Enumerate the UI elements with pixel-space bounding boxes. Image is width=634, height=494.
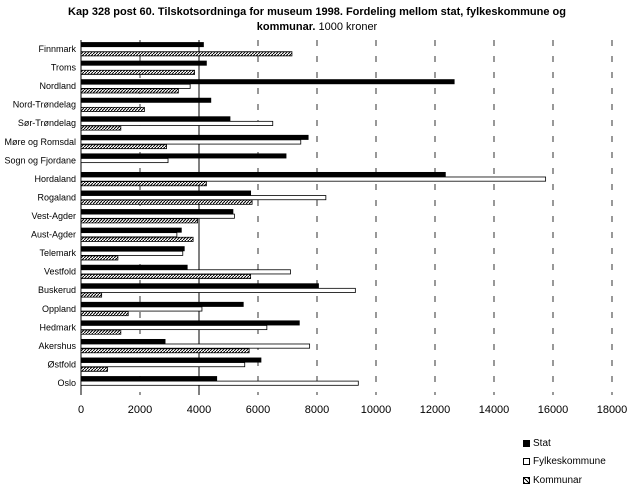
bar-kommunar — [80, 106, 145, 112]
legend-item-stat: Stat — [523, 438, 551, 449]
bar-stat — [80, 283, 319, 289]
bar-fylkeskommune — [80, 325, 268, 331]
x-tick-label: 2000 — [128, 404, 152, 416]
legend-item-kommunar: Kommunar — [523, 475, 582, 486]
legend-label-kommunar: Kommunar — [533, 475, 582, 486]
bar-stat — [80, 116, 231, 122]
bar-kommunar — [80, 199, 253, 205]
title-unit: 1000 kroner — [318, 21, 378, 33]
category-label: Nordland — [39, 81, 76, 91]
title-bold-part: kommunar. — [256, 21, 316, 33]
x-tick-label: 14000 — [479, 404, 510, 416]
bar-kommunar — [80, 181, 207, 187]
bar-fylkeskommune — [80, 139, 302, 145]
chart-title: Kap 328 post 60. Tilskotsordninga for mu… — [0, 5, 634, 35]
bar-fylkeskommune — [80, 362, 246, 368]
bar-fylkeskommune — [80, 269, 291, 275]
bar-stat — [80, 227, 182, 233]
bar-stat — [80, 301, 244, 307]
category-label: Østfold — [47, 359, 76, 369]
bar-fylkeskommune — [80, 120, 274, 126]
bar-stat — [80, 264, 188, 270]
bar-stat — [80, 357, 262, 363]
category-label: Finnmark — [38, 44, 76, 54]
x-tick-label: 12000 — [420, 404, 451, 416]
bar-fylkeskommune — [80, 306, 203, 312]
bar-kommunar — [80, 144, 167, 150]
legend-label-stat: Stat — [533, 438, 551, 449]
bar-stat — [80, 338, 166, 344]
bar-kommunar — [80, 69, 195, 75]
bar-stat — [80, 209, 234, 215]
x-tick-label: 18000 — [597, 404, 628, 416]
bar-stat — [80, 320, 300, 326]
bar-kommunar — [80, 125, 122, 131]
category-label: Sogn og Fjordane — [4, 155, 76, 165]
bar-fylkeskommune — [80, 287, 356, 293]
category-label: Hordaland — [34, 174, 76, 184]
bar-stat — [80, 171, 446, 177]
bar-kommunar — [80, 348, 250, 354]
x-tick-label: 10000 — [361, 404, 392, 416]
bar-fylkeskommune — [80, 158, 169, 164]
bar-fylkeskommune — [80, 176, 547, 182]
bar-stat — [80, 376, 218, 382]
legend-swatch-kommunar — [523, 477, 530, 484]
category-label: Hedmark — [39, 322, 76, 332]
category-label: Akershus — [38, 341, 76, 351]
bar-kommunar — [80, 292, 103, 298]
category-label: Buskerud — [38, 285, 76, 295]
bar-fylkeskommune — [80, 213, 235, 219]
bar-kommunar — [80, 88, 179, 94]
bar-stat — [80, 97, 212, 103]
category-label: Møre og Romsdal — [4, 137, 76, 147]
x-tick-label: 8000 — [305, 404, 329, 416]
category-label: Oslo — [57, 378, 76, 388]
bar-kommunar — [80, 218, 198, 224]
category-label: Vestfold — [44, 267, 76, 277]
bar-stat — [80, 246, 185, 252]
x-tick-label: 6000 — [246, 404, 270, 416]
bar-fylkeskommune — [80, 250, 184, 256]
bar-kommunar — [80, 366, 108, 372]
bar-kommunar — [80, 255, 119, 261]
bar-kommunar — [80, 51, 293, 57]
category-label: Vest-Agder — [31, 211, 76, 221]
legend-label-fylkeskommune: Fylkeskommune — [533, 456, 606, 467]
legend-swatch-fylkeskommune — [523, 458, 530, 465]
bar-kommunar — [80, 273, 252, 279]
category-label: Troms — [51, 63, 77, 73]
category-label: Sør-Trøndelag — [18, 118, 76, 128]
category-label: Aust-Agder — [31, 230, 76, 240]
bar-kommunar — [80, 311, 129, 317]
bar-stat — [80, 79, 455, 85]
bar-stat — [80, 60, 207, 66]
bar-stat — [80, 134, 309, 140]
x-tick-label: 0 — [78, 404, 84, 416]
x-tick-label: 4000 — [187, 404, 211, 416]
bar-stat — [80, 42, 204, 48]
bar-stat — [80, 153, 287, 159]
bar-stat — [80, 190, 252, 196]
category-label: Oppland — [42, 304, 76, 314]
category-label: Rogaland — [37, 192, 76, 202]
bar-fylkeskommune — [80, 380, 359, 386]
bar-fylkeskommune — [80, 195, 327, 201]
legend-item-fylkeskommune: Fylkeskommune — [523, 456, 606, 467]
bar-kommunar — [80, 329, 122, 335]
category-label: Telemark — [39, 248, 76, 258]
legend-swatch-stat — [523, 440, 530, 447]
bar-fylkeskommune — [80, 343, 311, 349]
bar-fylkeskommune — [80, 232, 178, 238]
bar-kommunar — [80, 236, 194, 242]
title-line1: Kap 328 post 60. Tilskotsordninga for mu… — [68, 6, 566, 18]
x-tick-label: 16000 — [538, 404, 569, 416]
bar-fylkeskommune — [80, 83, 191, 89]
category-label: Nord-Trøndelag — [13, 100, 76, 110]
